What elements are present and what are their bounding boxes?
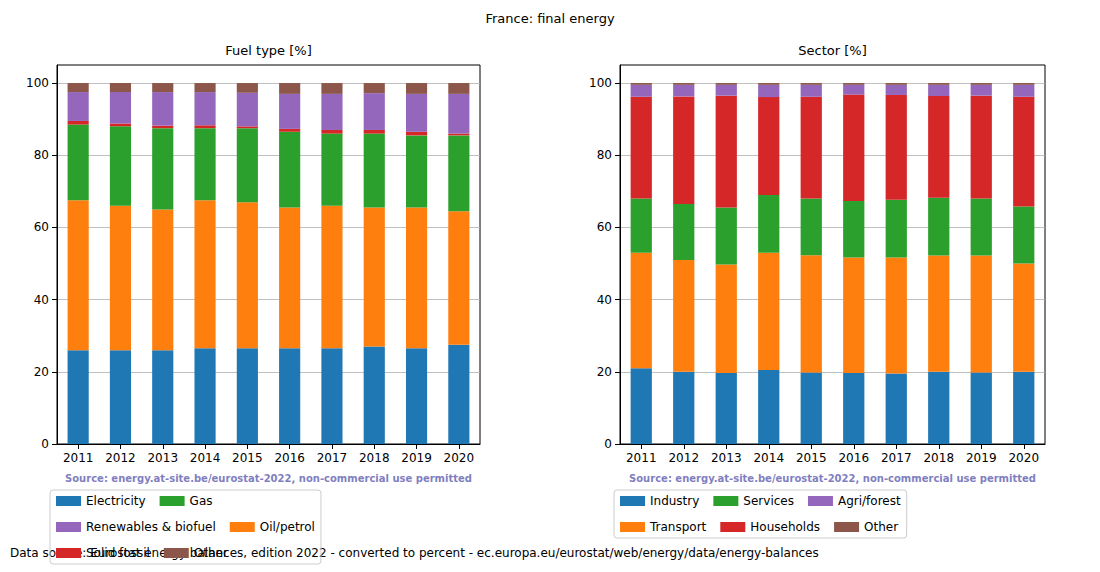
svg-text:80: 80	[597, 148, 612, 162]
svg-text:2012: 2012	[105, 451, 136, 465]
svg-text:Industry: Industry	[650, 494, 699, 508]
svg-text:2017: 2017	[317, 451, 348, 465]
svg-text:Solid fossil: Solid fossil	[86, 546, 150, 560]
svg-text:2012: 2012	[668, 451, 699, 465]
svg-text:2016: 2016	[838, 451, 869, 465]
svg-text:60: 60	[34, 220, 49, 234]
svg-text:40: 40	[597, 293, 612, 307]
svg-text:2015: 2015	[232, 451, 263, 465]
svg-text:Renewables & biofuel: Renewables & biofuel	[86, 520, 216, 534]
svg-text:Transport: Transport	[649, 520, 707, 534]
svg-text:2020: 2020	[1008, 451, 1039, 465]
svg-text:60: 60	[597, 220, 612, 234]
svg-text:2011: 2011	[63, 451, 94, 465]
svg-text:40: 40	[34, 293, 49, 307]
svg-text:100: 100	[26, 76, 49, 90]
svg-text:Fuel type [%]: Fuel type [%]	[225, 43, 311, 58]
svg-text:2017: 2017	[881, 451, 912, 465]
svg-text:100: 100	[589, 76, 612, 90]
svg-text:2019: 2019	[966, 451, 997, 465]
svg-text:20: 20	[34, 365, 49, 379]
svg-text:France: final energy: France: final energy	[485, 11, 614, 26]
svg-text:2011: 2011	[626, 451, 657, 465]
svg-text:80: 80	[34, 148, 49, 162]
svg-text:2020: 2020	[444, 451, 475, 465]
svg-text:Other: Other	[194, 546, 228, 560]
svg-text:2013: 2013	[147, 451, 178, 465]
svg-text:Source: energy.at-site.be/euro: Source: energy.at-site.be/eurostat-2022,…	[629, 473, 1036, 484]
svg-text:Households: Households	[750, 520, 820, 534]
svg-text:Agri/forest: Agri/forest	[838, 494, 901, 508]
svg-text:2019: 2019	[401, 451, 432, 465]
svg-text:Electricity: Electricity	[86, 494, 146, 508]
svg-text:Data source: Eurostat energy b: Data source: Eurostat energy balances, e…	[10, 546, 819, 560]
svg-text:Oil/petrol: Oil/petrol	[260, 520, 315, 534]
svg-text:Sector [%]: Sector [%]	[798, 43, 866, 58]
svg-text:2018: 2018	[359, 451, 390, 465]
svg-text:2013: 2013	[711, 451, 742, 465]
svg-text:20: 20	[597, 365, 612, 379]
svg-text:2014: 2014	[753, 451, 784, 465]
svg-text:Other: Other	[864, 520, 898, 534]
svg-text:0: 0	[41, 437, 49, 451]
svg-text:Source: energy.at-site.be/euro: Source: energy.at-site.be/eurostat-2022,…	[65, 473, 472, 484]
svg-text:2015: 2015	[796, 451, 827, 465]
svg-text:2014: 2014	[190, 451, 221, 465]
svg-text:Gas: Gas	[190, 494, 213, 508]
svg-text:2016: 2016	[274, 451, 305, 465]
svg-text:0: 0	[604, 437, 612, 451]
svg-text:2018: 2018	[923, 451, 954, 465]
svg-text:Services: Services	[743, 494, 794, 508]
